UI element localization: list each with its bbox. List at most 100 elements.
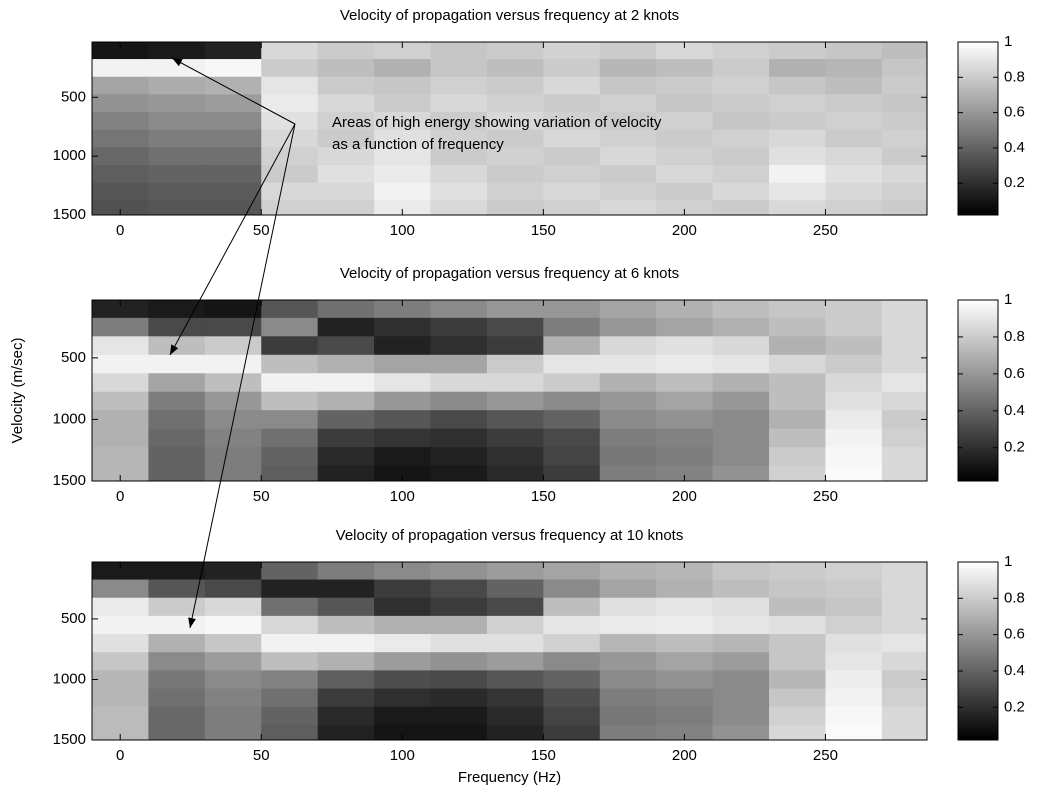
heatmap-cell	[486, 706, 544, 726]
heatmap-cell	[148, 670, 206, 690]
heatmap-cell	[825, 112, 883, 131]
heatmap-cell	[317, 652, 375, 671]
heatmap-cell	[374, 652, 432, 671]
heatmap-cell	[261, 447, 319, 467]
heatmap-cell	[148, 59, 206, 78]
heatmap-cell	[486, 410, 544, 430]
heatmap-cell	[543, 670, 601, 690]
heatmap-cell	[92, 634, 149, 653]
heatmap-cell	[148, 182, 206, 201]
heatmap-cell	[92, 200, 149, 215]
heatmap-cell	[204, 465, 262, 481]
heatmap-cell	[430, 634, 488, 653]
heatmap-cell	[374, 42, 432, 60]
heatmap-cell	[712, 373, 770, 393]
heatmap-cell	[261, 670, 319, 690]
heatmap-cell	[261, 579, 319, 599]
heatmap-cell	[881, 300, 927, 319]
heatmap-cell	[92, 76, 149, 95]
heatmap-cell	[317, 42, 375, 60]
heatmap-cell	[543, 182, 601, 201]
colorbar-tick-label: 0.2	[1004, 439, 1025, 456]
heatmap-cell	[769, 354, 826, 374]
heatmap-cell	[486, 129, 544, 148]
heatmap-cell	[92, 42, 149, 60]
heatmap-cell	[881, 373, 927, 393]
heatmap-cell	[204, 706, 262, 726]
heatmap-cell	[148, 42, 206, 60]
heatmap-cell	[769, 652, 826, 671]
heatmap-cell	[204, 354, 262, 374]
heatmap-cell	[656, 391, 714, 411]
heatmap-cell	[769, 147, 826, 166]
heatmap-cell	[148, 336, 206, 356]
heatmap-cell	[317, 597, 375, 617]
heatmap-cell	[712, 317, 770, 337]
heatmap-cell	[261, 317, 319, 337]
heatmap-cell	[148, 634, 206, 653]
heatmap-cell	[825, 354, 883, 374]
heatmap-cell	[712, 688, 770, 708]
heatmap-cell	[148, 112, 206, 131]
heatmap-cell	[92, 670, 149, 690]
heatmap-cell	[825, 597, 883, 617]
heatmap-cell	[430, 652, 488, 671]
heatmap-cell	[374, 164, 432, 184]
heatmap-cell	[712, 615, 770, 635]
heatmap-cell	[486, 670, 544, 690]
heatmap-cell	[881, 94, 927, 113]
heatmap-cell	[317, 76, 375, 95]
heatmap-cell	[374, 391, 432, 411]
heatmap-cell	[599, 129, 657, 148]
axes-box	[91, 561, 928, 741]
heatmap-cell	[92, 447, 149, 467]
heatmap-cell	[543, 706, 601, 726]
heatmap-cells	[92, 300, 927, 481]
colorbar-tick-label: 0.8	[1004, 328, 1025, 345]
heatmap-cell	[374, 410, 432, 430]
heatmap-cell	[486, 579, 544, 599]
x-axis-label: Frequency (Hz)	[458, 769, 561, 786]
heatmap-cell	[261, 164, 319, 184]
heatmap-cell	[374, 373, 432, 393]
heatmap-cell	[148, 652, 206, 671]
heatmap-cell	[148, 428, 206, 448]
heatmap-cell	[374, 562, 432, 581]
heatmap-cell	[712, 94, 770, 113]
heatmap-cell	[486, 42, 544, 60]
heatmap-cell	[712, 200, 770, 215]
heatmap-cell	[825, 670, 883, 690]
heatmap-cell	[92, 112, 149, 131]
heatmap-cell	[317, 129, 375, 148]
heatmap-cell	[92, 615, 149, 635]
arrow	[169, 123, 296, 356]
heatmap-cell	[825, 59, 883, 78]
heatmap-cell	[430, 724, 488, 740]
heatmap-cell	[430, 410, 488, 430]
heatmap-cell	[430, 300, 488, 319]
heatmap-cell	[825, 42, 883, 60]
heatmap-cell	[204, 724, 262, 740]
heatmap-cell	[92, 724, 149, 740]
heatmap-cell	[430, 706, 488, 726]
heatmap-cell	[430, 200, 488, 215]
heatmap-cell	[769, 59, 826, 78]
heatmap-cell	[430, 76, 488, 95]
heatmap-cell	[204, 336, 262, 356]
heatmap-cell	[92, 373, 149, 393]
heatmap-cell	[204, 391, 262, 411]
heatmap-cell	[92, 410, 149, 430]
heatmap-cell	[599, 200, 657, 215]
heatmap-cell	[825, 410, 883, 430]
heatmap-cell	[543, 391, 601, 411]
heatmap-cell	[656, 706, 714, 726]
heatmap-cell	[374, 200, 432, 215]
heatmap-cell	[769, 562, 826, 581]
heatmap-cell	[656, 688, 714, 708]
heatmap-cell	[486, 354, 544, 374]
heatmap-cell	[374, 129, 432, 148]
heatmap-cell	[92, 706, 149, 726]
chart-title: Velocity of propagation versus frequency…	[340, 7, 679, 24]
heatmap-cell	[430, 42, 488, 60]
heatmap-cell	[317, 112, 375, 131]
